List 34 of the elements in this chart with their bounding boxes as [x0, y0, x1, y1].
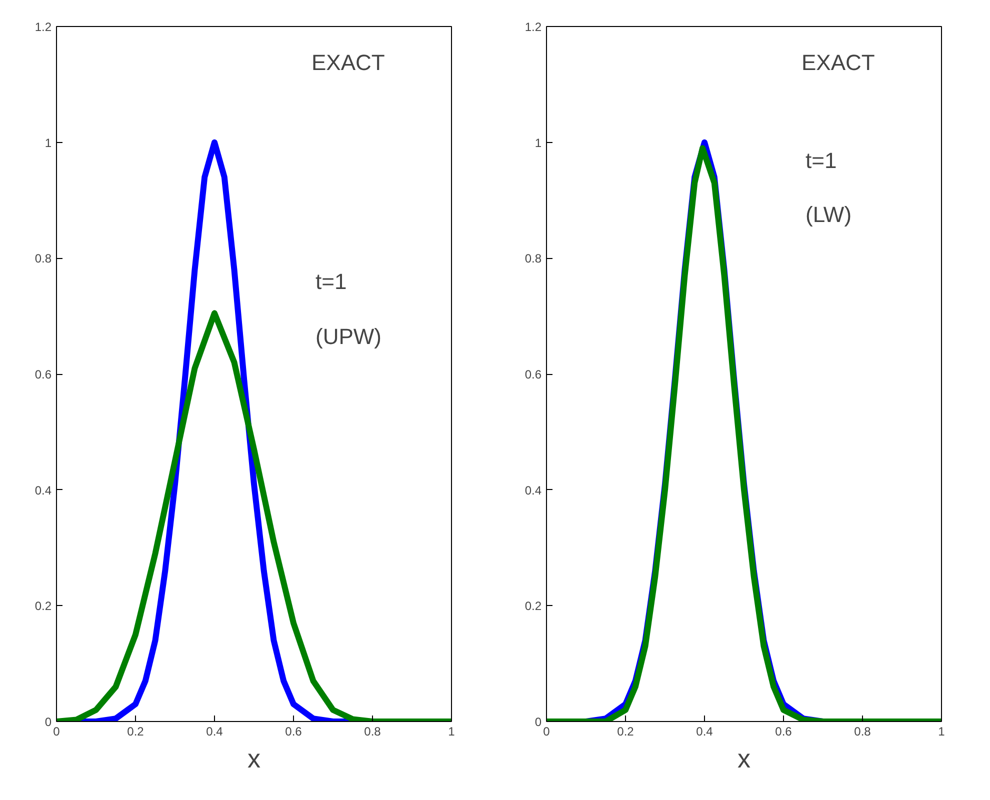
x-tick-label: 0.6	[285, 724, 302, 738]
y-tick-label: 0.6	[34, 368, 52, 382]
y-tick-label: 0.2	[524, 599, 542, 614]
x-tick-label: 0.4	[206, 724, 224, 738]
x-tick-label: 0.6	[775, 724, 792, 738]
annotation: t=1	[806, 148, 837, 173]
y-tick-label: 0	[534, 715, 542, 729]
y-tick-label: 0.6	[524, 368, 542, 382]
x-tick-label: 0.8	[364, 724, 382, 738]
x-axis-title: x	[248, 744, 260, 774]
x-tick-label: 0.8	[854, 724, 872, 738]
x-axis-title: x	[738, 744, 750, 774]
annotation: t=1	[316, 269, 347, 294]
x-tick-label: 0.4	[696, 724, 714, 738]
annotation: EXACT	[312, 50, 385, 75]
y-tick-label: 0	[44, 715, 52, 729]
annotation: (LW)	[806, 202, 852, 227]
annotation: (UPW)	[316, 324, 382, 349]
y-tick-label: 1	[44, 136, 52, 150]
annotation: EXACT	[802, 50, 875, 75]
y-tick-label: 0.4	[34, 483, 52, 498]
x-tick-label: 1	[448, 724, 456, 738]
y-tick-label: 1	[534, 136, 542, 150]
y-tick-label: 0.8	[34, 252, 52, 266]
y-tick-label: 1.2	[34, 20, 52, 34]
x-tick-label: 1	[938, 724, 946, 738]
x-tick-label: 0	[543, 724, 550, 738]
y-tick-label: 0.4	[524, 483, 542, 498]
y-tick-label: 0.2	[34, 599, 52, 614]
x-tick-label: 0.2	[127, 724, 144, 738]
y-tick-label: 1.2	[524, 20, 542, 34]
y-tick-label: 0.8	[524, 252, 542, 266]
x-tick-label: 0	[53, 724, 60, 738]
x-tick-label: 0.2	[617, 724, 634, 738]
